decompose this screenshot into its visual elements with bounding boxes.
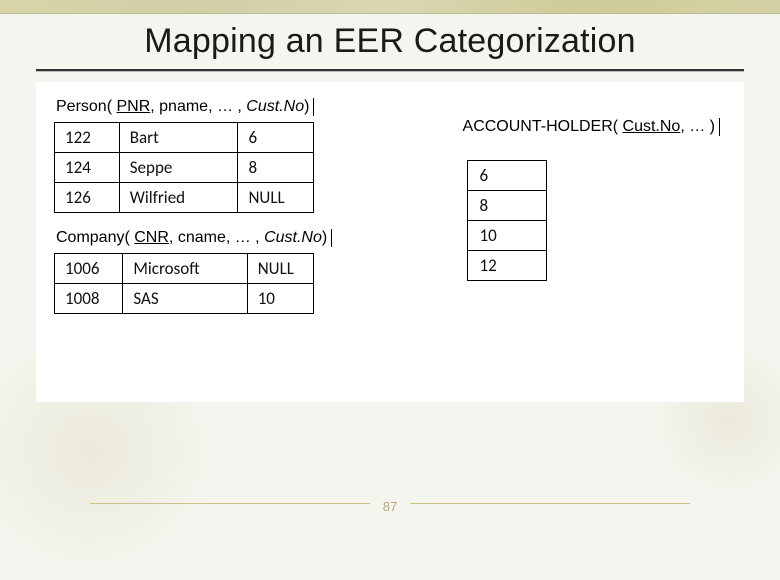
cell-custno: NULL <box>238 183 314 213</box>
table-row: 126 Wilfried NULL <box>55 183 314 213</box>
title-underline <box>36 69 744 72</box>
schema-key: CNR <box>134 229 169 246</box>
cell-pname: Bart <box>119 123 238 153</box>
company-schema: Company( CNR, cname, … , Cust.No) <box>54 227 332 253</box>
schema-fk: Cust.No <box>246 98 304 115</box>
cell-pnr: 124 <box>55 153 120 183</box>
schema-text: ACCOUNT-HOLDER( <box>463 118 623 135</box>
cell-custno: 6 <box>467 161 546 191</box>
account-holder-schema: ACCOUNT-HOLDER( Cust.No, … ) <box>461 116 720 142</box>
cell-custno: 10 <box>247 284 313 314</box>
slide: Mapping an EER Categorization Person( PN… <box>0 0 780 540</box>
table-row: 6 <box>467 161 546 191</box>
table-row: 1006 Microsoft NULL <box>55 254 314 284</box>
table-row: 12 <box>467 251 546 281</box>
right-column: ACCOUNT-HOLDER( Cust.No, … ) 6 8 10 12 <box>461 116 720 281</box>
left-column: Person( PNR, pname, … , Cust.No) 122 Bar… <box>54 96 332 314</box>
schema-text: , pname, … , <box>150 98 246 115</box>
cell-cnr: 1006 <box>55 254 123 284</box>
cell-pname: Wilfried <box>119 183 238 213</box>
cell-pnr: 122 <box>55 123 120 153</box>
schema-text: Company( <box>56 229 134 246</box>
cell-cname: SAS <box>123 284 247 314</box>
table-row: 8 <box>467 191 546 221</box>
person-table: 122 Bart 6 124 Seppe 8 126 Wilfried NULL <box>54 122 314 213</box>
cell-custno: 6 <box>238 123 314 153</box>
cell-pname: Seppe <box>119 153 238 183</box>
schema-text: , cname, … , <box>169 229 264 246</box>
cell-cnr: 1008 <box>55 284 123 314</box>
table-row: 124 Seppe 8 <box>55 153 314 183</box>
cell-pnr: 126 <box>55 183 120 213</box>
cell-custno: 8 <box>238 153 314 183</box>
cell-custno: 12 <box>467 251 546 281</box>
company-table: 1006 Microsoft NULL 1008 SAS 10 <box>54 253 314 314</box>
cell-custno: 8 <box>467 191 546 221</box>
cell-custno: 10 <box>467 221 546 251</box>
schema-key: PNR <box>116 98 150 115</box>
schema-text: ) <box>322 229 327 246</box>
table-row: 122 Bart 6 <box>55 123 314 153</box>
schema-text: ) <box>304 98 309 115</box>
table-row: 10 <box>467 221 546 251</box>
person-schema: Person( PNR, pname, … , Cust.No) <box>54 96 332 122</box>
schema-fk: Cust.No <box>264 229 322 246</box>
schema-text: , … ) <box>680 118 715 135</box>
content-area: Person( PNR, pname, … , Cust.No) 122 Bar… <box>36 82 744 402</box>
page-number: 87 <box>370 499 410 514</box>
account-holder-table: 6 8 10 12 <box>467 160 547 281</box>
table-row: 1008 SAS 10 <box>55 284 314 314</box>
schema-key: Cust.No <box>623 118 681 135</box>
slide-title: Mapping an EER Categorization <box>36 18 744 69</box>
cell-custno: NULL <box>247 254 313 284</box>
schema-text: Person( <box>56 98 116 115</box>
cell-cname: Microsoft <box>123 254 247 284</box>
